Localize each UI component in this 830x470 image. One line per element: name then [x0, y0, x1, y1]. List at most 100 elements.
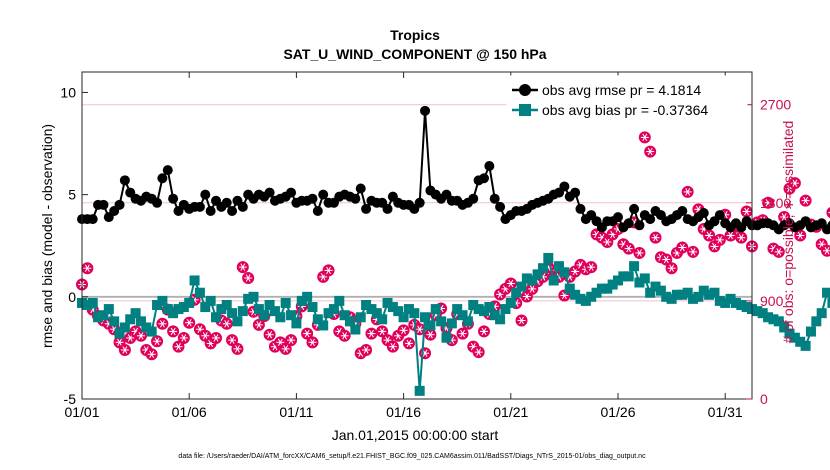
bias-marker	[430, 304, 441, 315]
bias-marker	[537, 263, 548, 274]
rmse-marker	[168, 193, 179, 204]
possible-obs-marker	[338, 329, 351, 342]
bias-marker	[398, 312, 409, 323]
bias-marker	[629, 261, 640, 272]
bias-marker	[543, 252, 554, 263]
y2-axis-label: # of obs: o=possible; ∗=assimilated	[780, 121, 796, 344]
bias-marker	[141, 322, 152, 333]
bias-marker	[403, 304, 414, 315]
y-axis-right: 0 900 1800 2700	[746, 97, 791, 407]
possible-obs-marker	[220, 317, 233, 330]
bias-marker	[98, 310, 109, 321]
rmse-marker	[98, 199, 109, 210]
bias-marker	[495, 314, 506, 325]
bias-marker	[339, 310, 350, 321]
possible-obs-marker	[167, 325, 180, 338]
bias-marker	[698, 285, 709, 296]
possible-obs-marker	[515, 314, 528, 327]
bias-marker	[173, 304, 184, 315]
possible-obs-marker	[285, 334, 298, 347]
possible-obs-marker	[472, 346, 485, 359]
x-tick-label: 01/21	[493, 404, 528, 420]
rmse-marker	[468, 193, 479, 204]
rmse-marker	[414, 197, 425, 208]
possible-obs-marker	[687, 245, 700, 258]
bias-marker	[827, 297, 830, 308]
bias-marker	[436, 316, 447, 327]
possible-obs-marker	[263, 328, 276, 341]
bias-marker	[152, 299, 163, 310]
y2-tick-label: 900	[760, 293, 784, 309]
bias-marker	[269, 306, 280, 317]
bias-marker	[591, 287, 602, 298]
possible-obs-marker	[724, 229, 737, 242]
bias-marker	[243, 293, 254, 304]
rmse-marker	[87, 214, 98, 225]
bias-marker	[602, 283, 613, 294]
rmse-marker	[194, 201, 205, 212]
bias-marker	[307, 302, 318, 313]
bias-marker	[114, 328, 125, 339]
bias-marker	[82, 299, 93, 310]
bias-marker	[554, 261, 565, 272]
possible-obs-marker	[413, 323, 426, 336]
possible-obs-marker	[681, 185, 694, 198]
bias-marker	[596, 283, 607, 294]
rmse-marker	[629, 203, 640, 214]
rmse-marker	[318, 189, 329, 200]
bias-marker	[661, 291, 672, 302]
bias-marker	[564, 283, 575, 294]
bias-marker	[623, 271, 634, 282]
rmse-marker	[484, 161, 495, 172]
bias-marker	[645, 287, 656, 298]
bias-marker	[650, 281, 661, 292]
bias-marker	[387, 302, 398, 313]
bias-marker	[736, 299, 747, 310]
possible-obs-marker	[633, 246, 646, 259]
bias-marker	[516, 281, 527, 292]
possible-obs-marker	[713, 233, 726, 246]
bias-marker	[275, 312, 286, 323]
bias-marker	[527, 275, 538, 286]
bias-marker	[586, 291, 597, 302]
x-axis: 01/01 01/06 01/11 01/16 01/21 01/26 01/31	[64, 72, 743, 420]
rmse-marker	[677, 205, 688, 216]
legend-box	[506, 75, 748, 121]
bias-marker	[730, 297, 741, 308]
rmse-marker	[698, 208, 709, 219]
rmse-series	[77, 105, 830, 235]
rmse-marker	[162, 165, 173, 176]
bias-marker	[763, 312, 774, 323]
bias-marker	[425, 320, 436, 331]
bias-marker	[377, 314, 388, 325]
possible-obs-marker	[402, 337, 415, 350]
possible-obs-marker	[156, 317, 169, 330]
bias-marker	[302, 291, 313, 302]
bias-marker	[800, 340, 811, 351]
possible-obs-marker	[386, 340, 399, 353]
bias-marker	[446, 318, 457, 329]
rmse-marker	[623, 218, 634, 229]
bias-marker	[328, 304, 339, 315]
bias-marker	[211, 312, 221, 323]
rmse-marker	[221, 197, 232, 208]
rmse-marker	[152, 197, 163, 208]
rmse-marker	[575, 203, 586, 214]
bias-marker	[580, 295, 591, 306]
possible-obs-marker	[183, 316, 196, 329]
possible-obs-marker	[279, 342, 292, 355]
bias-marker	[291, 318, 302, 329]
bias-marker	[361, 299, 372, 310]
bias-marker	[178, 302, 189, 313]
bias-marker	[157, 295, 168, 306]
rmse-marker	[479, 173, 489, 184]
possible-obs-marker	[231, 342, 244, 355]
bias-marker	[200, 302, 211, 313]
bias-marker	[795, 336, 806, 347]
bias-marker	[671, 289, 682, 300]
plot-area	[76, 71, 830, 400]
bias-marker	[725, 293, 736, 304]
bias-marker	[420, 312, 431, 323]
possible-obs-marker	[504, 277, 517, 290]
x-tick-label: 01/26	[600, 404, 635, 420]
